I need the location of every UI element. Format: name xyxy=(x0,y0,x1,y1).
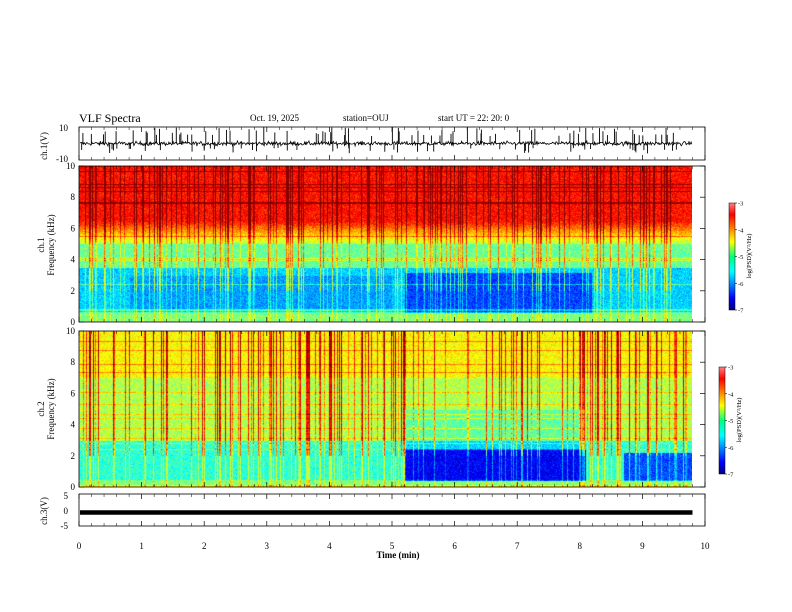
time-tick-label: 0 xyxy=(77,541,82,551)
ch1-spec-ytick-label: 0 xyxy=(71,317,76,327)
time-tick-label: 6 xyxy=(452,541,457,551)
ch2-spec-ytick-label: 8 xyxy=(71,357,76,367)
ch2-spectrogram-image xyxy=(79,331,692,487)
ch2-colorbar-tick-label: -6 xyxy=(728,445,734,452)
start-time-label: start UT = 22: 20: 0 xyxy=(438,113,510,123)
ch1-colorbar xyxy=(728,202,736,311)
ch1-colorbar-tick-label: -7 xyxy=(738,308,744,315)
ch1-spec-ylabel-line2: Frequency (kHz) xyxy=(46,214,56,275)
ch1-waveform-line xyxy=(79,139,693,148)
ch1-colorbar-tick-label: -4 xyxy=(738,227,744,234)
ch2-spec-ytick-label: 4 xyxy=(71,420,76,430)
ch1-ytick-bottom: -10 xyxy=(56,154,68,164)
ch1-spectrogram-image xyxy=(79,166,692,322)
ch2-colorbar-tick-label: -3 xyxy=(728,365,733,372)
ch1-spec-ytick-label: 10 xyxy=(66,161,76,171)
ch1-ytick-top: 10 xyxy=(59,123,69,133)
time-tick-label: 1 xyxy=(139,541,144,551)
time-axis-label: Time (min) xyxy=(376,550,419,560)
ch2-spec-ylabel-line1: ch.2 xyxy=(36,401,46,416)
ch2-colorbar-tick-label: -5 xyxy=(728,418,733,425)
time-tick-label: 3 xyxy=(265,541,270,551)
ch1-spikes xyxy=(81,127,677,154)
time-tick-label: 8 xyxy=(578,541,583,551)
time-tick-label: 2 xyxy=(202,541,207,551)
ch1-spec-ylabel-line1: ch.1 xyxy=(36,237,46,252)
ch2-colorbar-tick-label: -7 xyxy=(728,472,734,479)
figure-title: VLF Spectra xyxy=(79,111,141,125)
ch3-ytick-top: 5 xyxy=(64,491,69,501)
time-tick-label: 5 xyxy=(390,541,395,551)
ch2-spec-ytick-label: 6 xyxy=(71,388,76,398)
ch3-ytick-mid: 0 xyxy=(64,506,69,516)
ch1-colorbar-ticks: -3 -4 -5 -6 -7 xyxy=(735,201,744,315)
ch3-waveform-panel: ch.3(V) 5 0 -5 xyxy=(39,491,706,531)
date-label: Oct. 19, 2025 xyxy=(250,113,299,123)
ch1-spec-ytick-label: 4 xyxy=(71,255,76,265)
ch1-colorbar-tick-label: -3 xyxy=(738,201,743,208)
ch1-colorbar-tick-label: -5 xyxy=(738,254,743,261)
ch2-spec-ytick-label: 0 xyxy=(71,482,76,492)
ch1-spec-ytick-label: 2 xyxy=(71,286,76,296)
time-tick-label: 9 xyxy=(640,541,645,551)
ch1-waveform-panel: ch.1(V) 10 -10 xyxy=(39,123,706,164)
ch1-colorbar-tick-label: -6 xyxy=(738,281,744,288)
ch2-colorbar-label: log(PSD)(V²/Hz) xyxy=(736,398,743,443)
time-tick-label: 4 xyxy=(327,541,332,551)
ch1-spec-ytick-label: 8 xyxy=(71,192,76,202)
ch2-colorbar-tick-label: -4 xyxy=(728,391,734,398)
ch2-spec-ytick-label: 2 xyxy=(71,451,76,461)
ch3-waveform-ylabel: ch.3(V) xyxy=(39,497,49,525)
ch1-waveform-ylabel: ch.1(V) xyxy=(39,132,49,160)
ch2-spec-ytick-label: 10 xyxy=(66,326,76,336)
ch2-colorbar-ticks: -3 -4 -5 -6 -7 xyxy=(725,365,734,479)
ch1-spec-ytick-label: 6 xyxy=(71,223,76,233)
ch3-ytick-bottom: -5 xyxy=(61,521,69,531)
ch2-spec-ylabel-line2: Frequency (kHz) xyxy=(46,378,56,439)
ch2-colorbar xyxy=(718,366,726,475)
time-tick-label: 10 xyxy=(701,541,711,551)
ch1-colorbar-label: log(PSD)(V²/Hz) xyxy=(746,234,753,279)
time-tick-label: 7 xyxy=(515,541,520,551)
time-axis: 0 1 2 3 4 5 6 7 8 9 10 xyxy=(77,127,710,551)
station-label: station=OUJ xyxy=(343,113,389,123)
